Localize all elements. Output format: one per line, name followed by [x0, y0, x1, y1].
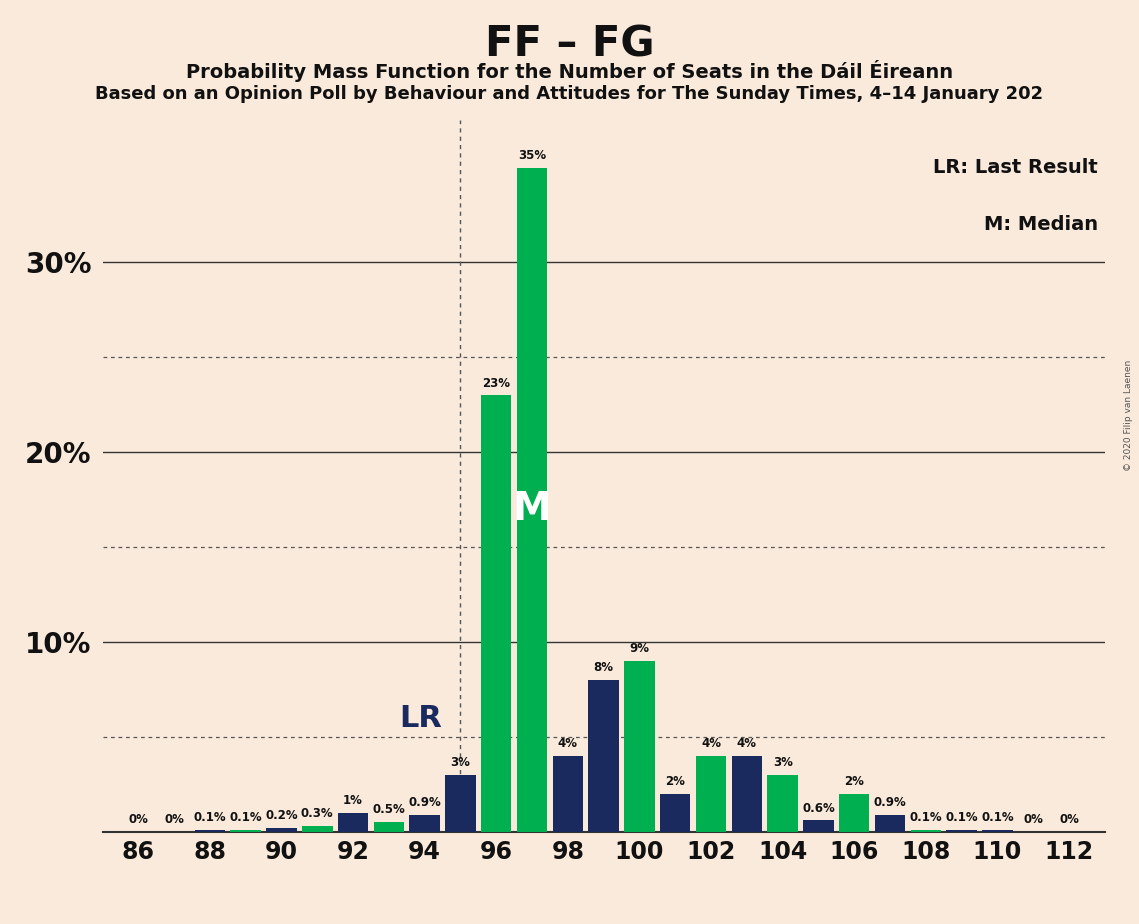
Bar [839, 794, 869, 832]
Bar [445, 774, 476, 832]
Bar [910, 830, 941, 832]
Bar [481, 395, 511, 832]
Text: 3%: 3% [772, 756, 793, 769]
Text: 0%: 0% [129, 813, 148, 826]
Bar [768, 774, 797, 832]
Text: FF – FG: FF – FG [485, 23, 654, 65]
Bar [875, 815, 906, 832]
Text: 35%: 35% [518, 149, 546, 162]
Text: 0%: 0% [164, 813, 185, 826]
Text: LR: LR [400, 704, 443, 733]
Text: 0.2%: 0.2% [265, 809, 297, 822]
Bar [696, 756, 727, 832]
Bar [982, 830, 1013, 832]
Text: 0.9%: 0.9% [408, 796, 441, 808]
Text: 0.6%: 0.6% [802, 801, 835, 815]
Bar [338, 812, 368, 832]
Text: 0.1%: 0.1% [194, 811, 227, 824]
Bar [589, 680, 618, 832]
Bar [267, 828, 296, 832]
Text: 0%: 0% [1059, 813, 1079, 826]
Text: 0.3%: 0.3% [301, 808, 334, 821]
Text: 23%: 23% [482, 377, 510, 390]
Text: 2%: 2% [844, 775, 865, 788]
Bar [552, 756, 583, 832]
Text: Based on an Opinion Poll by Behaviour and Attitudes for The Sunday Times, 4–14 J: Based on an Opinion Poll by Behaviour an… [96, 85, 1043, 103]
Text: 0.5%: 0.5% [372, 804, 405, 817]
Text: LR: Last Result: LR: Last Result [933, 158, 1098, 177]
Text: 4%: 4% [702, 737, 721, 750]
Text: 3%: 3% [451, 756, 470, 769]
Text: 0.1%: 0.1% [229, 811, 262, 824]
Bar [302, 826, 333, 832]
Bar [624, 661, 655, 832]
Text: 2%: 2% [665, 775, 686, 788]
Text: 0%: 0% [1023, 813, 1043, 826]
Text: M: M [513, 490, 551, 528]
Text: 1%: 1% [343, 794, 363, 807]
Bar [947, 830, 977, 832]
Bar [195, 830, 226, 832]
Text: 0.1%: 0.1% [910, 811, 942, 824]
Text: 9%: 9% [630, 642, 649, 655]
Bar [230, 830, 261, 832]
Text: 4%: 4% [737, 737, 756, 750]
Text: M: Median: M: Median [984, 215, 1098, 234]
Text: 8%: 8% [593, 662, 614, 675]
Bar [374, 822, 404, 832]
Text: 0.1%: 0.1% [945, 811, 978, 824]
Text: Probability Mass Function for the Number of Seats in the Dáil Éireann: Probability Mass Function for the Number… [186, 60, 953, 82]
Bar [659, 794, 690, 832]
Text: 0.1%: 0.1% [981, 811, 1014, 824]
Bar [517, 167, 547, 832]
Text: © 2020 Filip van Laenen: © 2020 Filip van Laenen [1124, 360, 1133, 471]
Bar [409, 815, 440, 832]
Bar [731, 756, 762, 832]
Text: 4%: 4% [558, 737, 577, 750]
Text: 0.9%: 0.9% [874, 796, 907, 808]
Bar [803, 821, 834, 832]
